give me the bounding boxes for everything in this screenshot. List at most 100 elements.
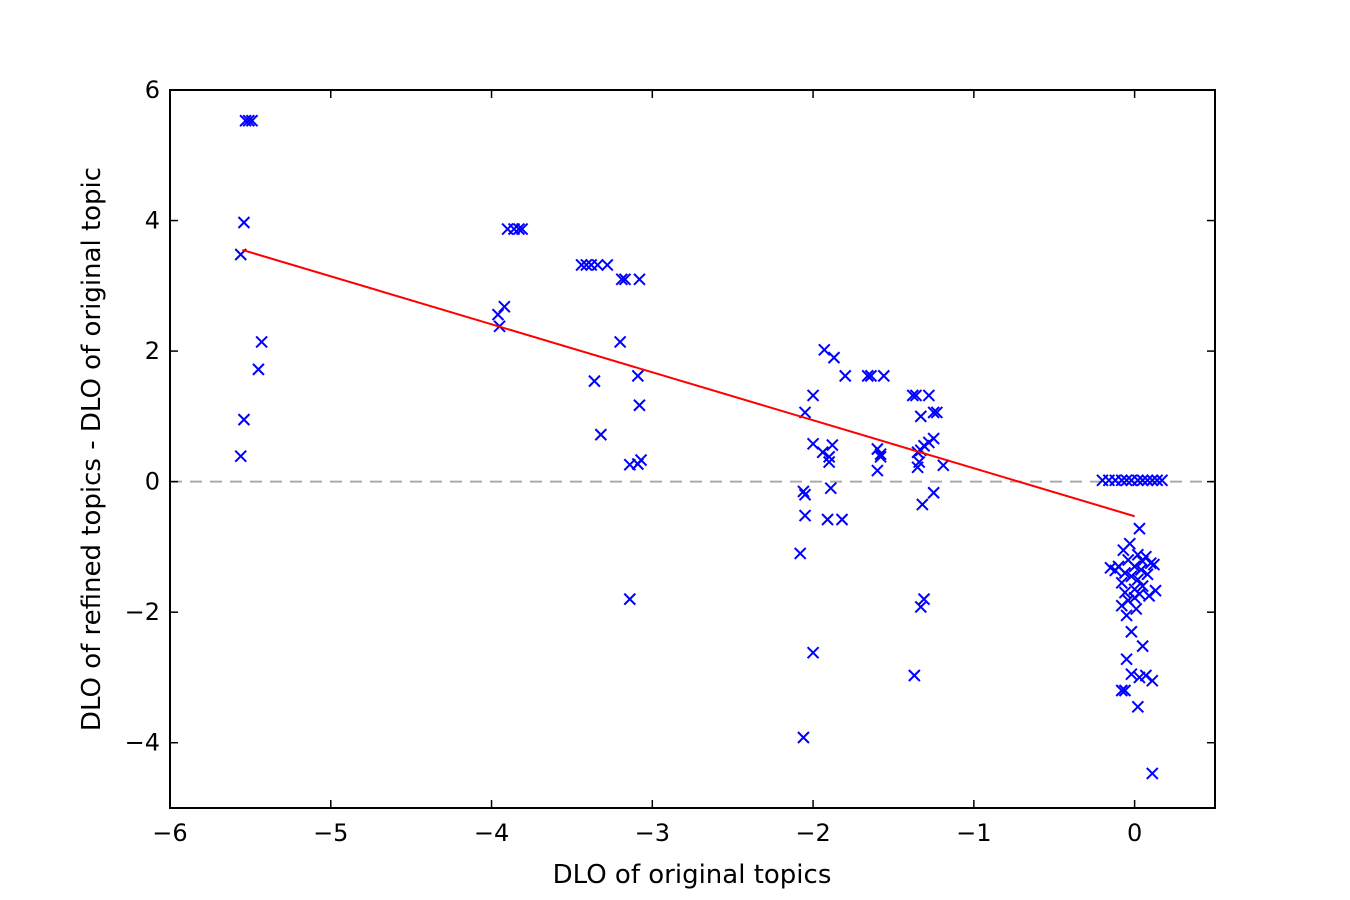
- data-point: [1125, 625, 1138, 638]
- data-point: [826, 438, 839, 452]
- data-point: [864, 369, 878, 383]
- data-point: [916, 498, 929, 511]
- data-point: [927, 406, 940, 419]
- data-point: [1128, 591, 1141, 605]
- data-point: [914, 600, 927, 614]
- data-point: [601, 258, 614, 272]
- data-point: [937, 459, 950, 472]
- data-point: [234, 449, 247, 463]
- data-point: [874, 448, 887, 461]
- data-point: [874, 450, 887, 464]
- data-point: [871, 464, 884, 477]
- data-point: [1142, 589, 1156, 603]
- plot-background: [170, 90, 1215, 808]
- fit-line-layer: [242, 248, 1135, 518]
- data-point: [591, 258, 604, 272]
- data-point: [909, 389, 923, 402]
- x-axis-label: DLO of original topics: [553, 860, 832, 890]
- y-tick-label: −2: [125, 598, 160, 626]
- data-point: [877, 369, 891, 383]
- data-point: [908, 669, 921, 682]
- x-tick-label: −2: [795, 819, 830, 847]
- data-point: [797, 731, 810, 744]
- data-point: [631, 369, 645, 383]
- y-tick-label: 2: [145, 337, 160, 365]
- data-point: [1141, 474, 1154, 487]
- y-tick-label: −4: [125, 729, 160, 757]
- y-tick-label: 6: [145, 76, 160, 104]
- data-point: [930, 406, 944, 419]
- data-point: [1131, 474, 1145, 487]
- data-point: [818, 343, 831, 356]
- regression-line: [242, 248, 1135, 518]
- data-point: [633, 399, 646, 412]
- data-point: [1134, 563, 1148, 576]
- data-point: [1133, 522, 1146, 535]
- data-point: [613, 335, 627, 349]
- data-point: [594, 428, 608, 441]
- data-point: [1155, 474, 1169, 487]
- data-point: [797, 485, 810, 498]
- x-tick-label: 0: [1127, 819, 1142, 847]
- data-point: [1136, 579, 1149, 593]
- data-point: [827, 351, 841, 364]
- data-point: [1120, 474, 1133, 487]
- data-point: [1118, 684, 1132, 697]
- data-point: [1136, 474, 1149, 487]
- data-point: [498, 300, 511, 313]
- data-point: [1115, 684, 1128, 697]
- data-point: [1120, 652, 1133, 666]
- data-point: [798, 509, 812, 522]
- data-point: [1146, 674, 1159, 687]
- data-point: [1131, 700, 1145, 714]
- data-point: [816, 446, 829, 459]
- data-point: [1146, 474, 1159, 487]
- x-tick-label: −3: [635, 819, 670, 847]
- plot-frame: [169, 89, 1216, 809]
- x-tick-label: −1: [956, 819, 991, 847]
- data-point: [914, 410, 927, 423]
- data-point: [822, 450, 836, 464]
- data-point: [1147, 558, 1161, 571]
- data-point: [1115, 576, 1128, 590]
- data-point: [1115, 599, 1128, 612]
- ticks-layer: −6 −5 −4 −3 −2 −1 0 −4 −2 0 2 4 6: [125, 76, 1215, 847]
- data-point: [824, 481, 837, 495]
- data-point: [922, 389, 936, 402]
- data-point: [806, 389, 820, 402]
- data-point: [1131, 573, 1145, 586]
- data-point: [1118, 566, 1132, 580]
- data-point: [798, 488, 812, 501]
- data-point: [821, 513, 834, 526]
- data-point: [911, 461, 924, 474]
- y-tick-label: 0: [145, 468, 160, 496]
- data-point: [515, 222, 529, 236]
- data-point: [618, 273, 632, 286]
- data-point: [255, 335, 268, 349]
- data-point: [839, 369, 852, 383]
- data-point: [237, 216, 251, 229]
- data-point: [1150, 474, 1164, 487]
- data-point: [806, 646, 820, 659]
- data-point: [927, 486, 940, 499]
- data-point: [822, 455, 836, 469]
- data-point: [906, 389, 919, 402]
- data-point: [623, 592, 637, 606]
- data-point: [1109, 564, 1122, 577]
- data-point: [588, 374, 601, 388]
- data-point: [245, 114, 259, 127]
- data-point: [242, 114, 255, 127]
- data-point: [615, 273, 628, 286]
- data-point: [1146, 767, 1159, 780]
- y-tick-label: 4: [145, 207, 160, 235]
- data-point: [580, 258, 593, 272]
- data-points-layer: [234, 114, 1169, 780]
- data-point: [917, 592, 931, 606]
- data-point: [634, 453, 648, 467]
- data-point: [1144, 557, 1157, 570]
- data-point: [512, 222, 526, 236]
- data-point: [1117, 543, 1130, 557]
- data-point: [1125, 570, 1138, 583]
- data-point: [1125, 667, 1138, 681]
- data-point: [861, 369, 874, 383]
